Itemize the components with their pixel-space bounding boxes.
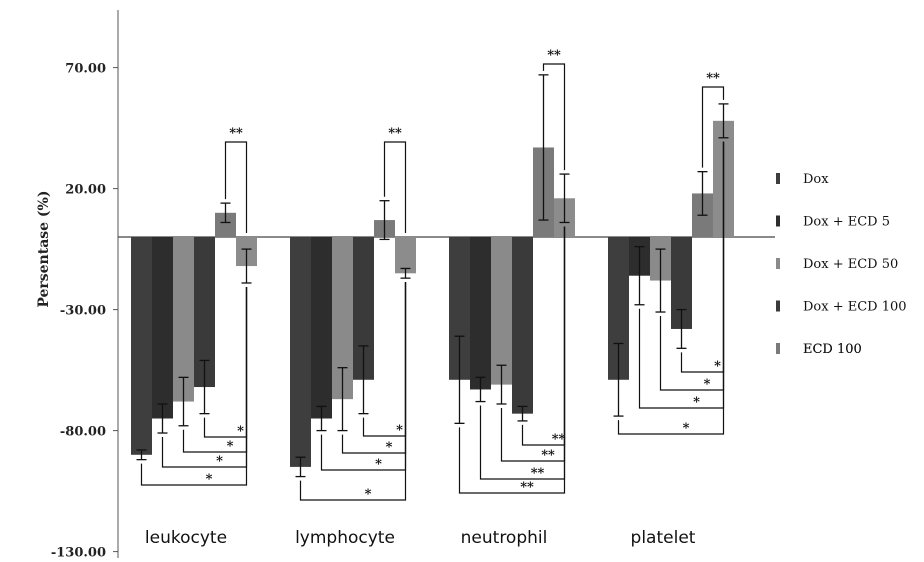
significance-marker: * [396, 423, 403, 438]
y-tick-label: -130.00 [51, 546, 106, 561]
legend-swatch [776, 215, 780, 227]
legend-label: ECD 100 [803, 342, 862, 357]
significance-marker-top: ** [547, 48, 561, 63]
legend-label: ECD 100 [803, 342, 862, 357]
category-label: lymphocyte [295, 528, 395, 548]
y-axis-label: Persentase (%) [36, 191, 52, 308]
significance-marker: ** [531, 466, 545, 481]
significance-marker-top: ** [388, 126, 402, 141]
significance-marker: ** [520, 480, 534, 495]
category-label: platelet [631, 528, 696, 548]
significance-marker: * [365, 487, 372, 502]
bar [332, 237, 353, 400]
significance-bracket-top [383, 141, 407, 233]
legend-label: Dox + ECD 50 [803, 257, 898, 272]
significance-marker: * [714, 359, 721, 374]
significance-marker: * [237, 424, 244, 439]
y-tick-label: -80.00 [60, 425, 106, 440]
bar [215, 212, 236, 237]
significance-marker-top: ** [229, 126, 243, 141]
significance-bracket [140, 286, 248, 486]
significance-bracket-top [701, 86, 725, 168]
bar [470, 237, 491, 390]
legend-label: Dox + ECD 5 [803, 215, 890, 230]
significance-marker: * [683, 421, 690, 436]
bar [395, 237, 416, 274]
significance-bracket-top [542, 63, 566, 171]
category-label: leukocyte [145, 528, 227, 548]
significance-marker-top: ** [706, 71, 720, 86]
category-label: neutrophil [461, 528, 548, 548]
significance-marker: * [216, 454, 223, 469]
legend-swatch [776, 258, 780, 269]
bar [353, 237, 374, 380]
significance-bracket [299, 282, 407, 501]
bar [173, 237, 194, 402]
significance-marker: * [206, 472, 213, 487]
y-tick-label: -30.00 [60, 304, 106, 319]
bar [608, 237, 629, 380]
bar [311, 237, 332, 419]
legend-swatch [776, 343, 780, 354]
y-tick-label: 20.00 [65, 183, 106, 198]
significance-bracket-top [224, 141, 248, 233]
significance-bracket [458, 226, 566, 494]
significance-marker: * [227, 439, 234, 454]
bar [491, 237, 512, 385]
significance-bracket [617, 141, 725, 435]
significance-marker: * [693, 395, 700, 410]
legend-swatch [776, 173, 780, 184]
bar [512, 237, 533, 414]
y-tick-label: 70.00 [65, 62, 106, 77]
legend-label: Dox [803, 172, 829, 187]
significance-marker: * [386, 440, 393, 455]
significance-marker: * [704, 377, 711, 392]
significance-marker: ** [541, 448, 555, 463]
legend-swatch [776, 300, 780, 312]
bar [290, 237, 311, 467]
significance-marker: * [375, 457, 382, 472]
bar [152, 237, 173, 419]
bar [449, 237, 470, 380]
bar [194, 237, 215, 388]
significance-marker: ** [552, 432, 566, 447]
bar [131, 237, 152, 455]
legend-label: Dox + ECD 100 [803, 300, 907, 315]
bar [671, 237, 692, 329]
